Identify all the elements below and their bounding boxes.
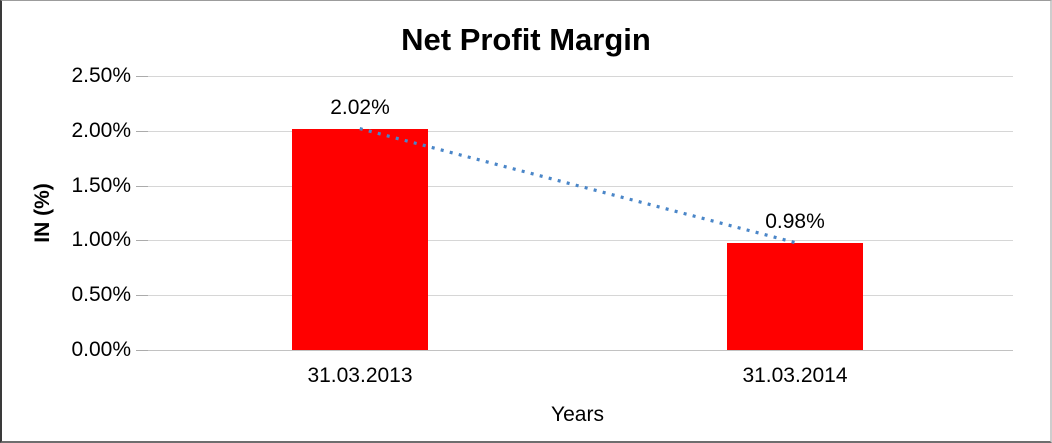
- y-tick-label: 2.00%: [71, 119, 131, 142]
- y-tick-label: 0.50%: [71, 283, 131, 306]
- chart-title: Net Profit Margin: [401, 22, 651, 57]
- data-label: 2.02%: [330, 96, 390, 119]
- trendline: [359, 127, 796, 245]
- gridline: [142, 131, 1013, 132]
- x-tick-label: 31.03.2014: [742, 364, 848, 387]
- x-axis-title: Years: [551, 403, 604, 426]
- data-label: 0.98%: [765, 210, 825, 233]
- y-tick-label: 1.50%: [71, 174, 131, 197]
- gridline: [142, 76, 1013, 77]
- y-axis-tick-mark: [136, 295, 148, 296]
- y-axis-tick-mark: [136, 131, 148, 132]
- trendline-path: [359, 127, 796, 245]
- gridline: [142, 295, 1013, 296]
- y-tick-label: 1.00%: [71, 228, 131, 251]
- y-axis-tick-mark: [136, 350, 148, 351]
- y-axis-tick-mark: [136, 240, 148, 241]
- bar: [727, 243, 863, 350]
- y-tick-label: 2.50%: [71, 64, 131, 87]
- y-axis-tick-mark: [136, 186, 148, 187]
- y-axis-title: IN (%): [31, 183, 54, 243]
- gridline: [142, 240, 1013, 241]
- bar: [292, 129, 428, 350]
- y-axis-tick-mark: [136, 76, 148, 77]
- x-tick-label: 31.03.2013: [307, 364, 413, 387]
- gridline: [142, 350, 1013, 351]
- y-tick-label: 0.00%: [71, 338, 131, 361]
